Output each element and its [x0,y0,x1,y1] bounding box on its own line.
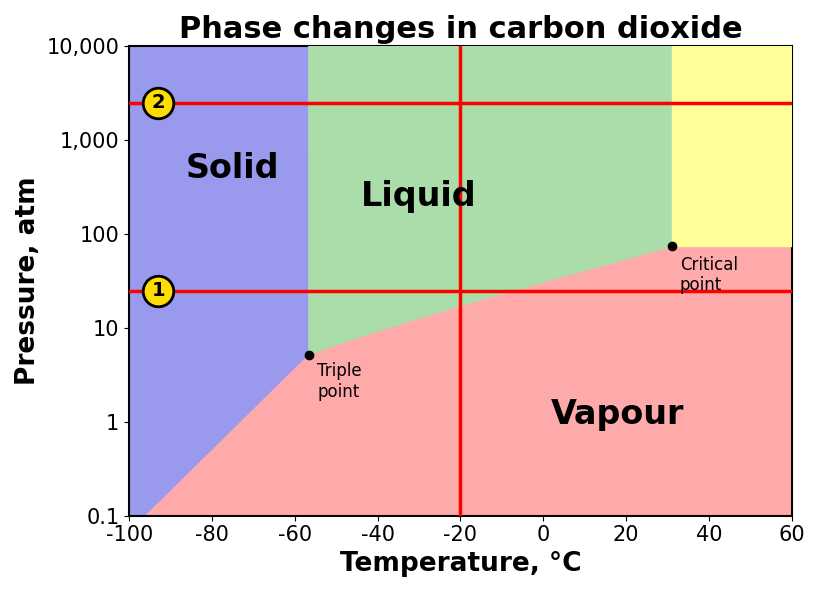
Title: Phase changes in carbon dioxide: Phase changes in carbon dioxide [179,15,741,44]
Text: Critical
point: Critical point [679,256,737,294]
Y-axis label: Pressure, atm: Pressure, atm [15,177,41,385]
X-axis label: Temperature, °C: Temperature, °C [339,551,581,577]
Text: 1: 1 [152,281,165,300]
Polygon shape [671,39,790,246]
Text: Solid: Solid [186,152,279,185]
Text: Liquid: Liquid [360,180,476,213]
Text: Vapour: Vapour [550,398,684,431]
Polygon shape [309,39,671,355]
Text: Triple
point: Triple point [317,362,361,401]
Polygon shape [129,246,790,532]
Text: 2: 2 [152,94,165,112]
